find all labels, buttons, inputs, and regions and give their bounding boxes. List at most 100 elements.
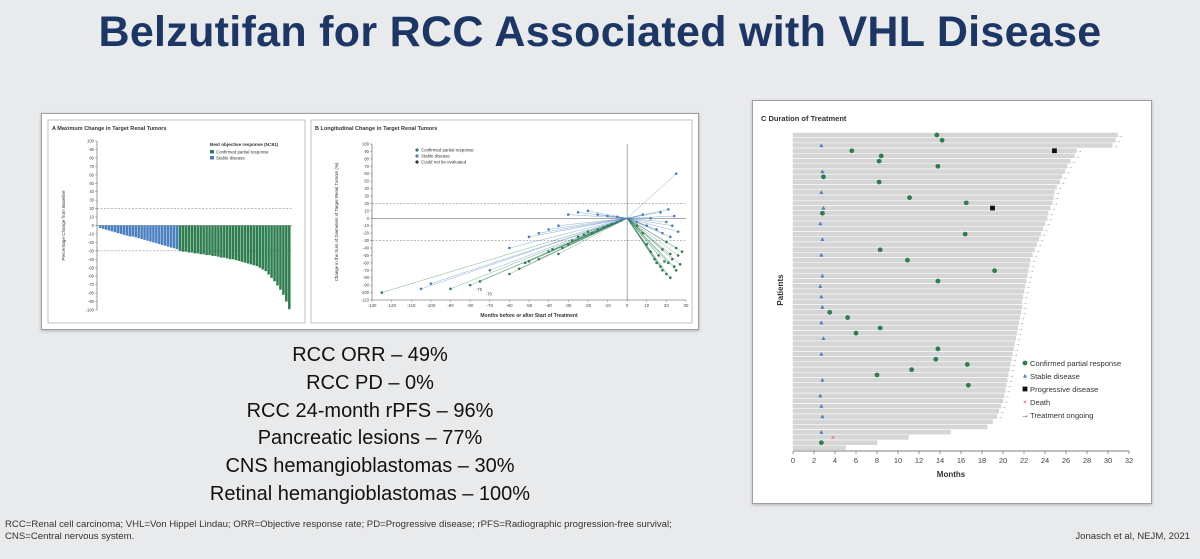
panel-b-trajectory (627, 218, 679, 232)
panel-b-y-tick-label: 100 (362, 142, 370, 147)
panel-a-bar (211, 225, 214, 256)
panel-c-bar (792, 164, 1068, 169)
panel-a-frame (47, 119, 306, 324)
panel-c-bar (792, 268, 1029, 273)
panel-c-ongoing-arrow: → (1041, 232, 1046, 238)
panel-c-bar (792, 393, 1005, 398)
figure-panel-ab: A Maximum Change in Target Renal Tumors 1… (41, 113, 699, 330)
panel-b-x-tick-label: 10 (644, 303, 649, 308)
panel-c-response-marker (992, 268, 997, 274)
panel-c-response-marker (905, 257, 910, 263)
panel-a-bar (220, 225, 223, 258)
panel-b-point (596, 213, 599, 216)
panel-c-bar (792, 257, 1031, 263)
panel-a-bar (214, 225, 217, 256)
panel-b-frame (310, 119, 693, 324)
panel-b-point (665, 220, 668, 224)
panel-a-bar (208, 225, 211, 256)
panel-c-response-marker (933, 356, 939, 362)
panel-b-legend-marker (415, 160, 419, 164)
panel-a-bar (172, 225, 176, 249)
panel-c-ongoing-arrow: → (1033, 253, 1038, 259)
panel-c-response-marker (934, 132, 940, 138)
panel-c-ongoing-arrow: → (1007, 383, 1012, 389)
panel-c-stable-marker (819, 351, 824, 356)
panel-a-bar (110, 225, 114, 232)
panel-c-ongoing-arrow: → (1055, 190, 1060, 196)
panel-a-bar (217, 225, 220, 257)
panel-c-bar (792, 320, 1019, 325)
panel-a-bar (205, 225, 208, 256)
panel-c-bar (792, 211, 1049, 216)
figure-panel-c: C Duration of Treatment 0 2 4 6 8 10 12 14 16 18 20… (752, 100, 1152, 504)
panel-c-ongoing-arrow: → (1010, 368, 1015, 374)
panel-b-point (669, 252, 672, 256)
panel-b-x-tick-label: -20 (585, 303, 592, 308)
panel-b-legend-marker (415, 154, 419, 158)
panel-c-ongoing-arrow: → (1030, 263, 1035, 269)
panel-b-point (478, 280, 482, 283)
panel-c-bar (792, 362, 1011, 367)
panel-c-x-tick-label: 18 (978, 456, 986, 465)
stat-orr: RCC ORR – 49% (292, 344, 448, 366)
panel-b-x-tick-label: -110 (407, 303, 416, 308)
panel-a-bar (243, 225, 247, 263)
panel-c-ongoing-arrow: → (1025, 289, 1030, 295)
panel-c-bar (792, 445, 846, 451)
panel-a-bar (267, 225, 270, 275)
footnote-line-1: RCC=Renal cell carcinoma; VHL=Von Hippel… (5, 519, 672, 530)
panel-b-trajectory (538, 218, 628, 234)
panel-b-trajectory (626, 218, 671, 278)
panel-b-y-tick-label: -50 (363, 253, 370, 258)
footnote-line-2: CNS=Central nervous system. (5, 531, 135, 542)
panel-b-y-label: Change in the Sum of Diameters of Target… (334, 162, 339, 281)
panel-c-ongoing-arrow: → (1060, 180, 1065, 186)
panel-a-bar (261, 225, 264, 270)
panel-b-point (449, 287, 452, 291)
panel-b-trajectory (558, 218, 628, 226)
panel-c-response-marker (877, 247, 883, 253)
panel-c-response-marker (962, 231, 968, 237)
panel-b-point (674, 268, 678, 272)
panel-b-point (561, 246, 564, 250)
panel-a-bar (161, 225, 164, 245)
panel-c-bar (792, 346, 1014, 351)
panel-a-bar (99, 225, 102, 229)
panel-c-x-tick-label: 8 (875, 456, 879, 465)
panel-c-response-marker (935, 278, 941, 284)
panel-c-ongoing-arrow: → (1075, 154, 1080, 160)
panel-b-trajectory (587, 210, 628, 219)
panel-a-bar (169, 225, 173, 248)
panel-c-legend-label: Confirmed partial response (1030, 359, 1121, 368)
panel-b-trajectory (548, 218, 628, 230)
panel-c-progression-marker (1052, 148, 1057, 154)
panel-b-x-label: Months before or after Start of Treatmen… (480, 313, 578, 319)
panel-b-x-tick-label: -80 (467, 303, 474, 308)
panel-c-bar (792, 205, 1051, 211)
panel-a-bar (226, 225, 229, 259)
panel-a-bar (228, 225, 232, 260)
panel-b-point (661, 248, 664, 251)
panel-c-stable-marker (819, 320, 824, 325)
panel-c-stable-marker (818, 393, 823, 398)
panel-b-point (419, 287, 423, 291)
panel-b-point (655, 228, 658, 231)
panel-a-bar (264, 225, 267, 272)
panel-a-bar (282, 225, 285, 295)
panel-c-bar (792, 372, 1009, 378)
panel-c-ongoing-arrow: → (1027, 279, 1032, 285)
panel-c-stable-marker (819, 143, 824, 148)
panel-b-x-tick-label: -130 (368, 303, 377, 308)
panel-c-stable-marker (820, 273, 825, 278)
panel-b-legend-label: Confirmed partial response (421, 148, 474, 153)
panel-a-bar (113, 225, 117, 233)
panel-a-legend-swatch (210, 150, 214, 154)
panel-a-bar (240, 225, 244, 262)
panel-a-bar (285, 225, 288, 302)
panel-c-response-marker (876, 158, 882, 164)
panel-a-bar (104, 225, 108, 230)
panel-a-bar (143, 225, 146, 240)
panel-c-bar (792, 221, 1046, 226)
panel-c-legend-label: Progressive disease (1030, 385, 1098, 394)
panel-b-trajectory (509, 218, 628, 249)
